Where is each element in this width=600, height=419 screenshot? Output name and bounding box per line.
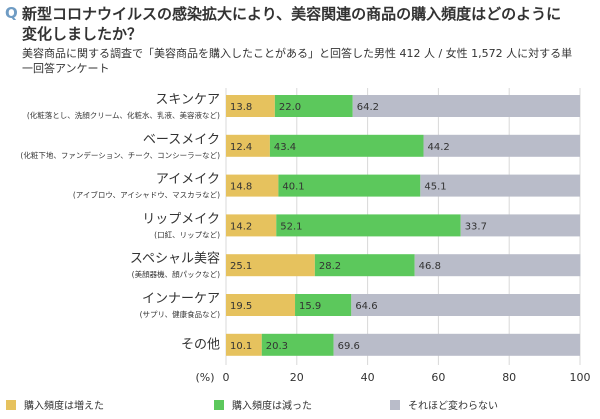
x-axis-label: (%) [195, 371, 214, 384]
bar-segment [351, 294, 580, 316]
bar-segment [333, 333, 580, 356]
value-label: 25.1 [230, 261, 252, 272]
bar-segment [226, 134, 270, 157]
chart-subtitle: 美容商品に関する調査で「美容商品を購入したことがある」と回答した男性 412 人… [22, 47, 573, 75]
category-note: (アイブロウ、アイシャドウ、マスカラなど) [73, 190, 220, 200]
value-label: 15.9 [299, 301, 321, 312]
legend-label: 購入頻度は増えた [24, 399, 104, 412]
category-note: (サプリ、健康食品など) [140, 309, 220, 319]
value-label: 10.1 [230, 341, 252, 352]
category-label: スペシャル美容 [130, 251, 220, 267]
bar-segment [226, 333, 262, 356]
category-note: (化粧下地、ファンデーション、チーク、コンシーラーなど) [20, 150, 220, 160]
category-label: その他 [181, 337, 220, 352]
value-label: 33.7 [465, 221, 487, 232]
legend-swatch [390, 400, 400, 410]
category-label: リップメイク [142, 212, 220, 227]
value-label: 43.4 [274, 142, 296, 153]
value-label: 20.3 [266, 341, 288, 352]
x-tick-label: 100 [570, 371, 591, 384]
legend-swatch [214, 400, 224, 410]
value-label: 12.4 [230, 142, 252, 153]
value-label: 22.0 [279, 102, 301, 113]
value-label: 40.1 [282, 182, 304, 193]
legend-label: それほど変わらない [408, 399, 498, 412]
bar-segment [352, 95, 580, 117]
bar-segment [274, 95, 353, 117]
value-label: 46.8 [419, 261, 441, 272]
value-label: 14.8 [230, 182, 252, 193]
value-label: 28.2 [319, 261, 341, 272]
bar-segment [226, 174, 279, 197]
bar-segment [226, 294, 296, 316]
x-tick-label: 20 [290, 371, 304, 384]
bar-segment [261, 333, 334, 356]
category-label: インナーケア [142, 292, 220, 307]
value-label: 44.2 [428, 142, 450, 153]
bar-segment [423, 134, 580, 157]
value-label: 19.5 [230, 301, 252, 312]
bar-segment [460, 214, 580, 237]
x-tick-label: 80 [502, 371, 516, 384]
bar-segment [276, 214, 461, 237]
value-label: 69.6 [338, 341, 360, 352]
bar-segment [414, 254, 581, 277]
title-marker: Q [5, 4, 18, 22]
bar-segment [295, 294, 352, 316]
category-note: (化粧落とし、洗顔クリーム、化粧水、乳液、美容液など) [27, 110, 220, 120]
x-tick-label: 0 [223, 371, 230, 384]
chart-title: 新型コロナウイルスの感染拡大により、美容関連の商品の購入頻度はどのように変化しま… [22, 5, 562, 43]
x-tick-label: 60 [431, 371, 445, 384]
x-tick-label: 40 [361, 371, 375, 384]
bar-segment [226, 95, 275, 117]
category-note: (口紅、リップなど) [154, 229, 220, 239]
bar-segment [269, 134, 424, 157]
category-label: スキンケア [155, 93, 220, 108]
category-label: ベースメイク [143, 132, 220, 147]
value-label: 52.1 [280, 221, 302, 232]
value-label: 64.2 [357, 102, 379, 113]
category-note: (美顔器機、顔パックなど) [132, 269, 220, 279]
bar-segment [278, 174, 421, 197]
bar-segment [314, 254, 415, 277]
category-label: アイメイク [156, 172, 220, 187]
value-label: 14.2 [230, 221, 252, 232]
value-label: 64.6 [355, 301, 377, 312]
bar-segment [226, 214, 277, 237]
bar-segment [420, 174, 580, 197]
value-label: 45.1 [424, 182, 446, 193]
value-label: 13.8 [230, 102, 252, 113]
legend-label: 購入頻度は減った [232, 399, 312, 412]
bar-segment [226, 254, 315, 277]
legend-swatch [6, 400, 16, 410]
